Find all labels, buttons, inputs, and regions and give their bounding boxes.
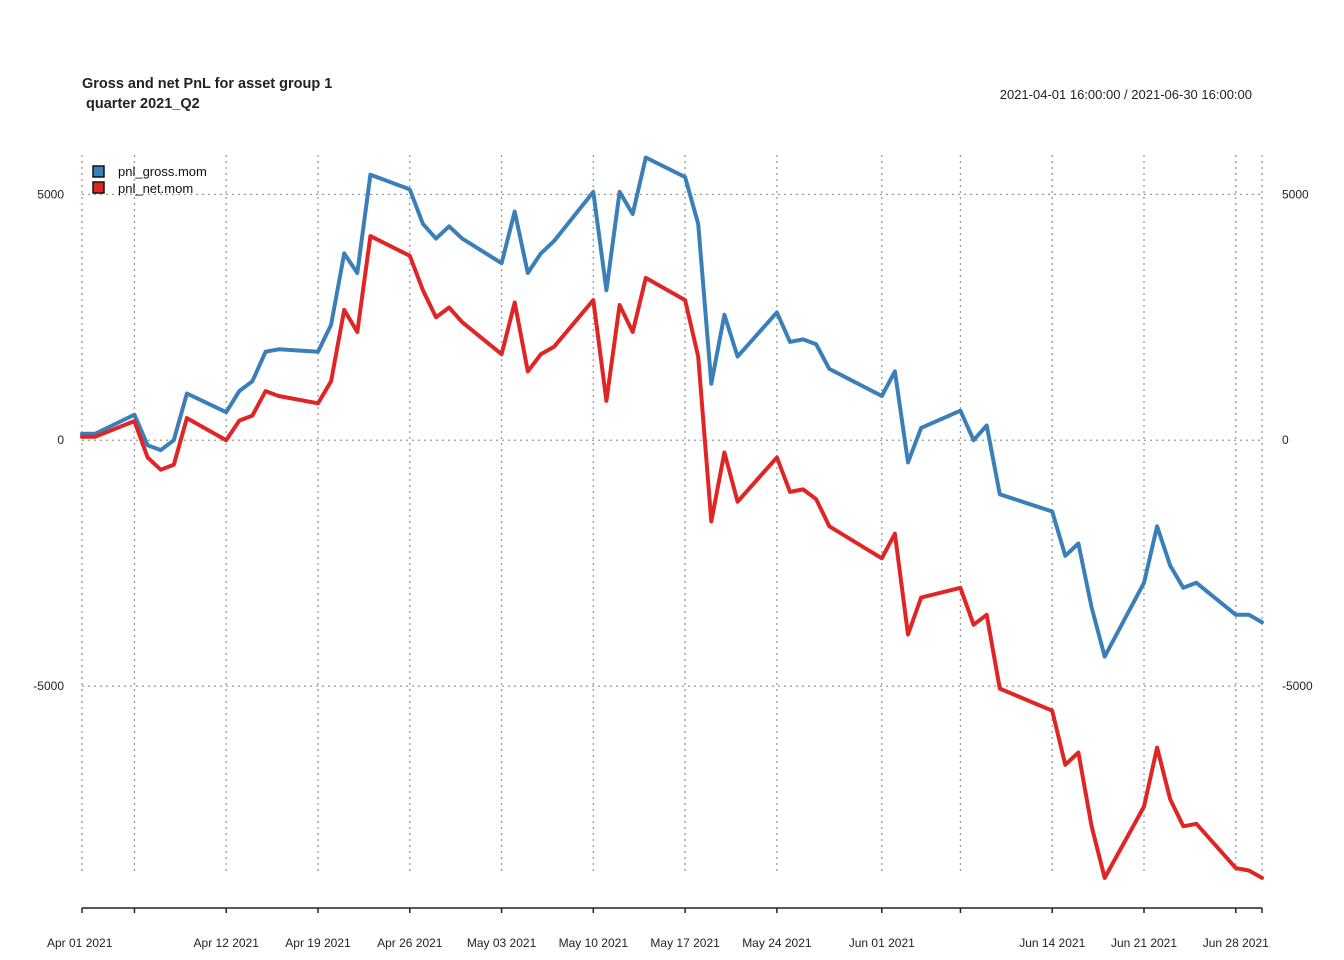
series (80, 155, 1264, 880)
y-axis-left: 5000 0 -5000 (33, 187, 64, 693)
x-tick-label: Jun 01 2021 (849, 936, 915, 950)
y-tick-label-right: -5000 (1282, 679, 1313, 693)
y-tick-label-left: 0 (57, 433, 64, 447)
x-tick-label: Apr 26 2021 (377, 936, 443, 950)
y-tick-label-right: 5000 (1282, 187, 1309, 201)
y-tick-label-left: -5000 (33, 679, 64, 693)
grid (81, 155, 1263, 873)
y-tick-label-right: 0 (1282, 433, 1289, 447)
x-tick-label: Jun 28 2021 (1203, 936, 1269, 950)
series-line-gross (80, 155, 1264, 659)
x-tick-label: Jun 14 2021 (1019, 936, 1085, 950)
x-tick-label: May 03 2021 (467, 936, 537, 950)
x-tick-label: Apr 19 2021 (285, 936, 351, 950)
y-axis-right: 5000 0 -5000 (1282, 187, 1313, 693)
x-tick-label: Apr 01 2021 (47, 936, 113, 950)
chart-title-line1: Gross and net PnL for asset group 1 (82, 76, 332, 92)
x-tick-label: Apr 12 2021 (194, 936, 260, 950)
date-range-label: 2021-04-01 16:00:00 / 2021-06-30 16:00:0… (1000, 87, 1252, 102)
x-axis: Apr 01 2021 Apr 12 2021 Apr 19 2021 Apr 26 … (47, 907, 1269, 950)
x-tick-label: May 10 2021 (559, 936, 629, 950)
legend-label-net: pnl_net.mom (118, 181, 193, 196)
x-tick-label: Jun 21 2021 (1111, 936, 1177, 950)
y-tick-label-left: 5000 (37, 187, 64, 201)
chart-title-line2: quarter 2021_Q2 (82, 96, 200, 112)
legend-swatch-gross (92, 165, 105, 178)
x-tick-label: May 17 2021 (650, 936, 720, 950)
legend-label-gross: pnl_gross.mom (118, 164, 207, 179)
legend-swatch-net (92, 181, 105, 194)
series-line-net (80, 234, 1264, 880)
legend: pnl_gross.mom pnl_net.mom (92, 164, 207, 196)
x-tick-label: May 24 2021 (742, 936, 812, 950)
